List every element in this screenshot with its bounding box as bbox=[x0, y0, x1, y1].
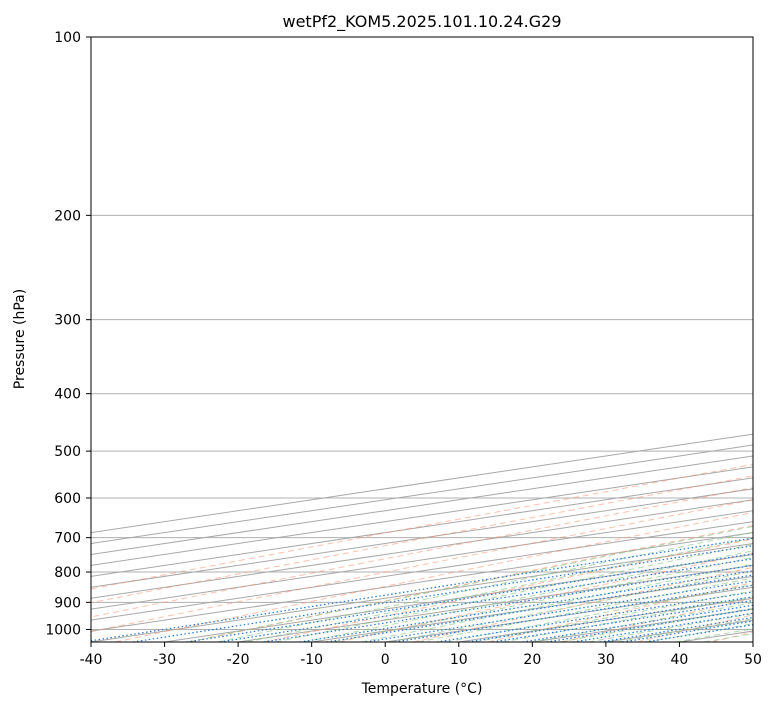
moist-adiabat-line bbox=[417, 577, 753, 642]
mixing-ratio-line bbox=[326, 574, 753, 642]
moist-adiabat-line bbox=[502, 596, 753, 642]
x-tick-label: 10 bbox=[450, 652, 468, 668]
isotherm-line bbox=[238, 564, 753, 642]
y-tick-label: 800 bbox=[54, 565, 81, 581]
mixing-ratio-line bbox=[186, 553, 753, 642]
chart-title: wetPf2_KOM5.2025.101.10.24.G29 bbox=[282, 12, 561, 32]
isotherm-line bbox=[91, 532, 753, 632]
x-tick-label: 30 bbox=[597, 652, 615, 668]
y-tick-label: 100 bbox=[54, 30, 81, 46]
mixing-ratio-line bbox=[132, 545, 753, 642]
moist-adiabat-line bbox=[474, 590, 753, 642]
moist-adiabat-line bbox=[389, 570, 753, 642]
dry-adiabat-line bbox=[114, 511, 753, 642]
mixing-ratio-line bbox=[573, 612, 753, 642]
y-tick-label: 300 bbox=[54, 313, 81, 329]
plot-frame bbox=[90, 36, 754, 643]
isotherm-line bbox=[532, 608, 753, 642]
y-tick-label: 400 bbox=[54, 387, 81, 403]
y-axis-label: Pressure (hPa) bbox=[12, 289, 28, 389]
x-tick-label: -10 bbox=[300, 652, 323, 668]
moist-adiabat-line bbox=[361, 563, 753, 642]
isotherm-line bbox=[91, 488, 753, 588]
y-tick-label: 500 bbox=[54, 444, 81, 460]
moist-adiabat-line bbox=[275, 543, 753, 642]
dry-adiabat-line bbox=[91, 463, 753, 590]
moist-adiabat-line bbox=[445, 584, 753, 642]
y-tick-label: 600 bbox=[54, 491, 81, 507]
moist-adiabat-line bbox=[332, 556, 753, 642]
x-tick-label: 0 bbox=[381, 652, 390, 668]
isotherm-line bbox=[679, 630, 753, 642]
x-tick-label: -40 bbox=[80, 652, 103, 668]
moist-adiabat-line bbox=[588, 612, 753, 642]
x-tick-label: 50 bbox=[744, 652, 762, 668]
moist-adiabat-line bbox=[217, 531, 753, 642]
isotherm-line bbox=[91, 510, 753, 610]
mixing-ratio-line bbox=[299, 570, 753, 642]
x-tick-label: 40 bbox=[671, 652, 689, 668]
isotherm-line bbox=[752, 641, 753, 642]
isotherm-line bbox=[311, 575, 753, 642]
y-tick-label: 900 bbox=[54, 595, 81, 611]
plot-frame-and-axes: -40 -30 -20 -10 0 10 20 30 40 50 100 200 300 400 500 60… bbox=[45, 30, 762, 668]
isotherm-line bbox=[164, 553, 753, 642]
isotherm-line bbox=[91, 444, 753, 545]
isotherm-line bbox=[91, 499, 753, 599]
y-tick-label: 700 bbox=[54, 531, 81, 547]
mixing-ratio-line bbox=[600, 616, 753, 642]
y-tick-label: 1000 bbox=[45, 622, 81, 638]
isotherm-line bbox=[91, 477, 753, 577]
moist-adiabat-line bbox=[304, 550, 753, 642]
x-axis-label: Temperature (°C) bbox=[361, 681, 483, 697]
isotherm-line bbox=[385, 586, 753, 642]
plot-area: 0.10.20.40.611.52346810131620253036-100-… bbox=[91, 37, 753, 642]
isotherm-line bbox=[91, 455, 753, 555]
isotherm-line bbox=[458, 597, 753, 642]
isotherm-line bbox=[91, 521, 753, 621]
x-tick-label: -20 bbox=[227, 652, 250, 668]
moist-adiabat-line bbox=[531, 602, 753, 642]
x-tick-label: 20 bbox=[523, 652, 541, 668]
y-tick-label: 200 bbox=[54, 208, 81, 224]
dry-adiabat-line bbox=[637, 614, 753, 642]
x-tick-label: -30 bbox=[153, 652, 176, 668]
mixing-ratio-line bbox=[365, 580, 753, 642]
moist-adiabat-line bbox=[559, 607, 753, 642]
dry-adiabat-line bbox=[91, 499, 753, 633]
isotherm-line bbox=[91, 466, 753, 566]
